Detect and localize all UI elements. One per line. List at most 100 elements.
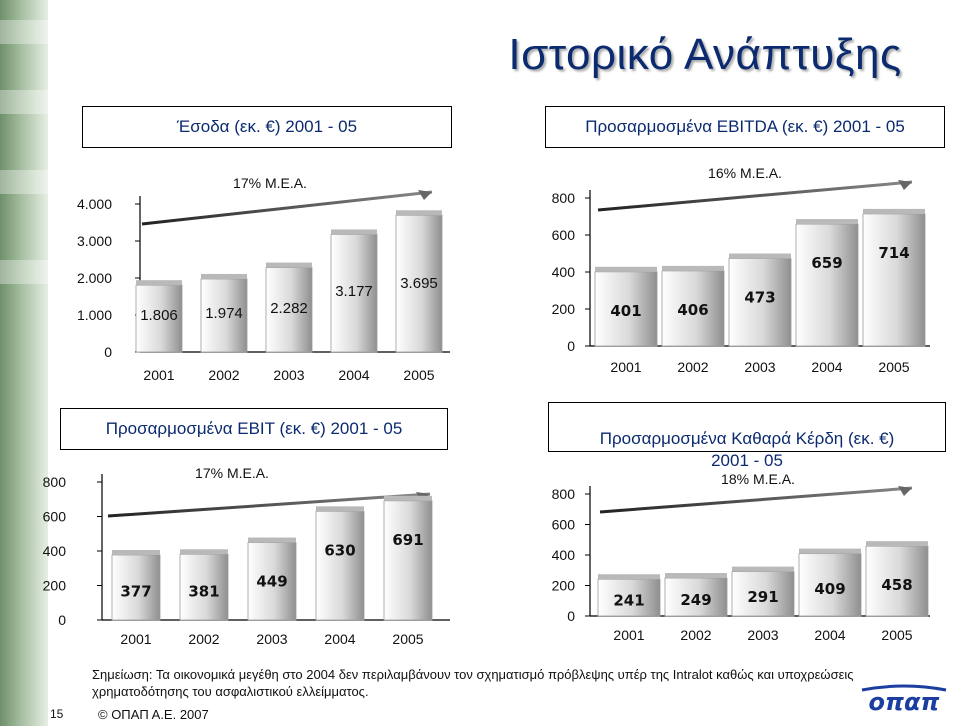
bar-top-face <box>396 210 442 216</box>
bar-2002 <box>661 270 725 347</box>
bar-value-label: 249 <box>680 591 711 609</box>
bar-value-label: 401 <box>610 302 641 320</box>
bar-2003 <box>728 258 792 347</box>
bar-2001 <box>135 284 183 353</box>
bar-2005 <box>862 213 926 347</box>
bar-2005 <box>865 545 929 617</box>
growth-trend-arrow <box>597 180 913 212</box>
x-tick-label: 2001 <box>613 627 644 643</box>
copyright: © ΟΠΑΠ Α.Ε. 2007 <box>98 707 209 722</box>
x-tick-label: 2005 <box>403 367 434 383</box>
bar-value-label: 449 <box>256 573 287 591</box>
bar-top-face <box>598 574 660 580</box>
bar-value-label: 473 <box>744 288 775 306</box>
x-tick-label: 2003 <box>744 359 775 375</box>
bar-value-label: 381 <box>188 582 219 600</box>
bar-value-label: 377 <box>120 583 151 601</box>
bar-value-label: 241 <box>613 591 644 609</box>
y-tick-label: 400 <box>552 264 576 280</box>
x-tick-label: 2001 <box>610 359 641 375</box>
footnote: Σημείωση: Τα οικονομικά μεγέθη στο 2004 … <box>92 667 854 699</box>
bar-value-label: 409 <box>814 580 845 598</box>
y-tick-label: 400 <box>552 547 576 563</box>
growth-rate-label: 18% Μ.Ε.Α. <box>721 471 795 487</box>
bar-value-label: 1.974 <box>205 305 243 322</box>
ebit-bar-chart: 0 200 400 600 800 17% Μ.Ε.Α. 377 2001 381 2002 449… <box>43 465 450 647</box>
decorative-side-bar <box>0 0 48 726</box>
bar-top-face <box>316 506 364 512</box>
bar-2001 <box>597 578 661 617</box>
y-tick-label: 600 <box>43 509 67 525</box>
decorative-segment <box>0 90 48 114</box>
net-profit-chart-title: Προσαρμοσμένα Καθαρά Κέρδη (εκ. €) 2001 … <box>548 402 946 470</box>
growth-arrow-head-icon <box>418 190 432 200</box>
y-tick-label: 200 <box>552 578 576 594</box>
bar-value-label: 630 <box>324 541 355 559</box>
decorative-segment <box>0 260 48 284</box>
bar-2002 <box>200 278 248 353</box>
bar-value-label: 291 <box>747 588 778 606</box>
bar-top-face <box>866 541 928 547</box>
net-profit-bar-chart: 0 200 400 600 800 18% Μ.Ε.Α. 241 2001 249 2002 291… <box>552 471 930 643</box>
bar-2003 <box>247 542 297 621</box>
bar-value-label: 2.282 <box>270 300 308 317</box>
bar-top-face <box>729 253 791 259</box>
bar-top-face <box>732 566 794 572</box>
decorative-segment <box>0 20 48 44</box>
bar-top-face <box>331 229 377 235</box>
y-tick-label: 0 <box>58 612 66 628</box>
x-tick-label: 2005 <box>881 627 912 643</box>
y-tick-label: 1.000 <box>77 307 112 323</box>
x-tick-label: 2002 <box>188 631 219 647</box>
x-tick-label: 2005 <box>392 631 423 647</box>
ebit-chart-title: Προσαρμοσμένα EBIT (εκ. €) 2001 - 05 <box>60 408 448 450</box>
opap-logo: οπαπ <box>856 684 952 722</box>
decorative-segment <box>0 170 48 194</box>
x-tick-label: 2002 <box>680 627 711 643</box>
bar-value-label: 3.695 <box>400 275 438 292</box>
x-tick-label: 2003 <box>747 627 778 643</box>
y-tick-label: 800 <box>552 190 576 206</box>
y-tick-label: 200 <box>552 301 576 317</box>
bar-2001 <box>594 271 658 347</box>
bar-value-label: 406 <box>677 301 708 319</box>
bar-value-label: 691 <box>392 531 423 549</box>
bar-top-face <box>112 549 160 555</box>
bar-2002 <box>179 553 229 621</box>
bar-2005 <box>395 214 443 353</box>
bar-top-face <box>136 280 182 286</box>
bar-top-face <box>796 219 858 225</box>
y-tick-label: 800 <box>552 486 576 502</box>
ebitda-chart-title: Προσαρμοσμένα EBITDA (εκ. €) 2001 - 05 <box>545 106 945 148</box>
bar-top-face <box>595 266 657 272</box>
y-tick-label: 3.000 <box>77 233 112 249</box>
growth-arrow-head-icon <box>898 180 912 190</box>
net-profit-chart-title-text: Προσαρμοσμένα Καθαρά Κέρδη (εκ. €) 2001 … <box>599 429 895 470</box>
bar-value-label: 659 <box>811 254 842 272</box>
y-tick-label: 600 <box>552 517 576 533</box>
bar-top-face <box>384 495 432 501</box>
bar-top-face <box>662 265 724 271</box>
revenue-chart-title: Έσοδα (εκ. €) 2001 - 05 <box>82 106 452 148</box>
growth-trend-arrow <box>599 486 913 514</box>
bar-top-face <box>266 262 312 268</box>
ebitda-chart-title-text: Προσαρμοσμένα EBITDA (εκ. €) 2001 - 05 <box>585 117 905 136</box>
bar-top-face <box>863 208 925 214</box>
logo-text: οπαπ <box>868 688 940 716</box>
logo-swoosh-icon <box>861 684 947 692</box>
y-tick-label: 0 <box>104 344 112 360</box>
slide-title: Ιστορικό Ανάπτυξης <box>508 30 902 79</box>
x-tick-label: 2001 <box>143 367 174 383</box>
y-tick-label: 600 <box>552 227 576 243</box>
revenue-bar-chart: 0 1.000 2.000 3.000 4.000 17% Μ.Ε.Α. 1.806 2001… <box>77 175 450 383</box>
bar-value-label: 458 <box>881 576 912 594</box>
bar-2002 <box>664 577 728 617</box>
x-tick-label: 2002 <box>208 367 239 383</box>
x-tick-label: 2005 <box>878 359 909 375</box>
revenue-chart-title-text: Έσοδα (εκ. €) 2001 - 05 <box>176 117 358 136</box>
x-tick-label: 2004 <box>811 359 842 375</box>
growth-rate-label: 16% Μ.Ε.Α. <box>708 165 782 181</box>
bar-top-face <box>201 273 247 279</box>
growth-rate-label: 17% Μ.Ε.Α. <box>195 465 269 481</box>
bar-2004 <box>795 223 859 347</box>
